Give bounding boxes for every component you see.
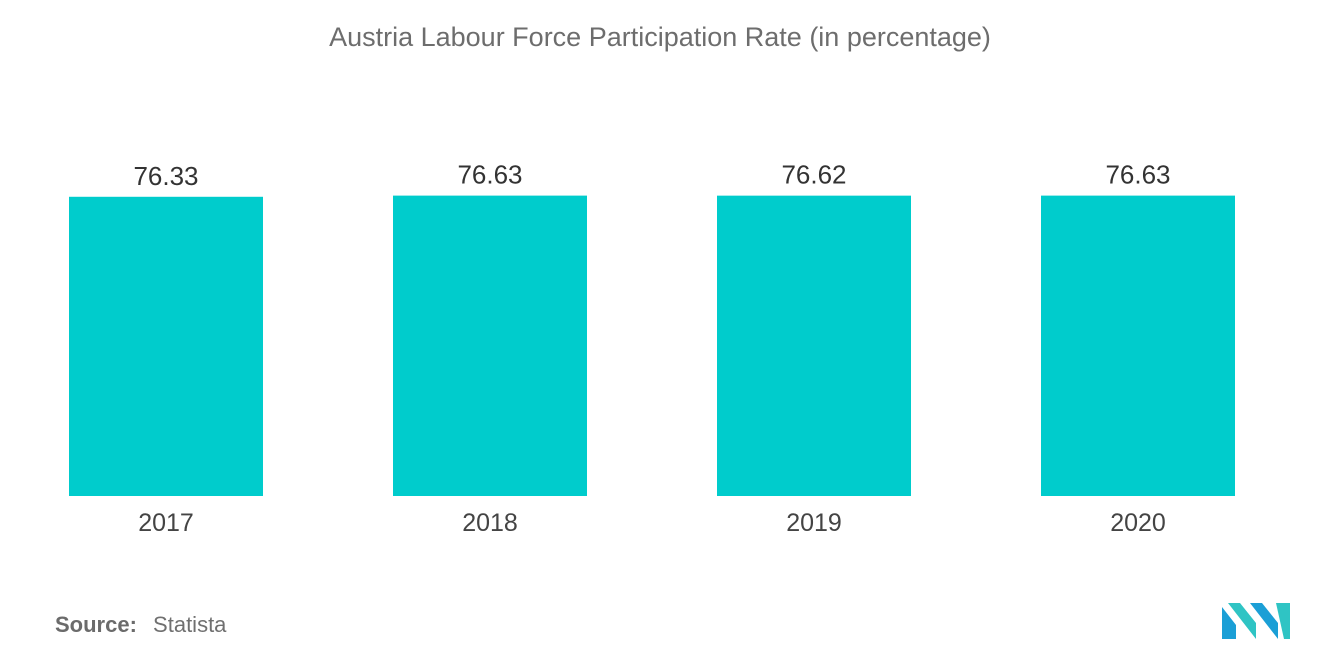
source-value: Statista: [153, 612, 227, 637]
mordor-intelligence-logo-icon: [1222, 603, 1290, 639]
value-label-2018: 76.63: [457, 160, 522, 190]
bars-group: [69, 195, 1235, 496]
category-label-2020: 2020: [1110, 509, 1166, 537]
value-label-2019: 76.62: [781, 160, 846, 190]
bar-2020: [1041, 195, 1235, 496]
category-label-2017: 2017: [138, 509, 194, 537]
value-labels-group: 76.33 76.63 76.62 76.63: [133, 160, 1170, 191]
category-label-2018: 2018: [462, 509, 518, 537]
source-label: Source:: [55, 612, 137, 637]
chart-title: Austria Labour Force Participation Rate …: [329, 22, 991, 52]
category-label-2019: 2019: [786, 509, 842, 537]
bar-2017: [69, 196, 263, 496]
category-labels-group: 2017 2018 2019 2020: [138, 509, 1166, 537]
value-label-2017: 76.33: [133, 161, 198, 191]
bar-chart: 76.33 76.63 76.62 76.63 2017 2018 2019 2020: [69, 160, 1235, 537]
value-label-2020: 76.63: [1105, 160, 1170, 190]
source-note: Source: Statista: [55, 612, 226, 638]
bar-2018: [393, 195, 587, 496]
bar-2019: [717, 195, 911, 496]
